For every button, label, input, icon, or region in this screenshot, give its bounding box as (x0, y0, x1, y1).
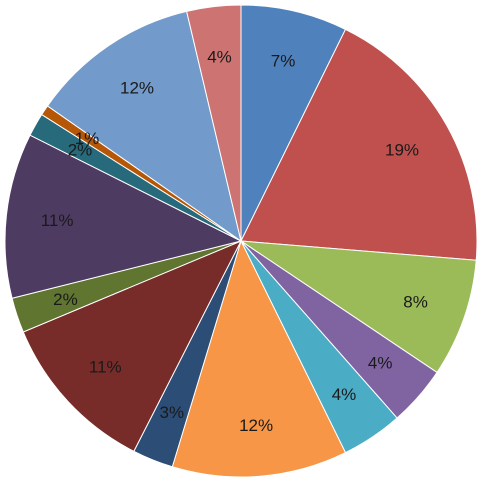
slice-label-14: 4% (207, 48, 232, 67)
pie-labels: 7%19%8%4%4%12%3%11%2%11%2%1%12%4% (41, 48, 428, 435)
pie-slice-3 (239, 240, 477, 374)
slice-label-9: 2% (53, 290, 78, 309)
pie-slice-10 (4, 134, 243, 299)
slice-label-12: 1% (75, 129, 100, 148)
slice-label-11: 2% (68, 140, 93, 159)
pie-slice-14 (186, 4, 242, 242)
slice-label-3: 8% (403, 293, 428, 312)
slice-label-8: 11% (89, 357, 122, 376)
slice-label-4: 4% (368, 353, 393, 372)
slice-label-10: 11% (41, 211, 74, 230)
slice-label-1: 7% (271, 51, 296, 70)
slice-label-13: 12% (120, 79, 154, 98)
pie-slice-13 (46, 10, 242, 243)
slice-label-7: 3% (160, 403, 185, 422)
pie-slice-6 (171, 239, 347, 478)
slice-label-6: 12% (239, 416, 273, 435)
slice-label-5: 4% (332, 385, 357, 404)
slice-label-2: 19% (385, 140, 419, 159)
pie-slice-1 (240, 4, 347, 242)
pie-slice-2 (240, 28, 478, 261)
pie-slices (4, 4, 478, 478)
pie-slice-8 (22, 240, 243, 452)
